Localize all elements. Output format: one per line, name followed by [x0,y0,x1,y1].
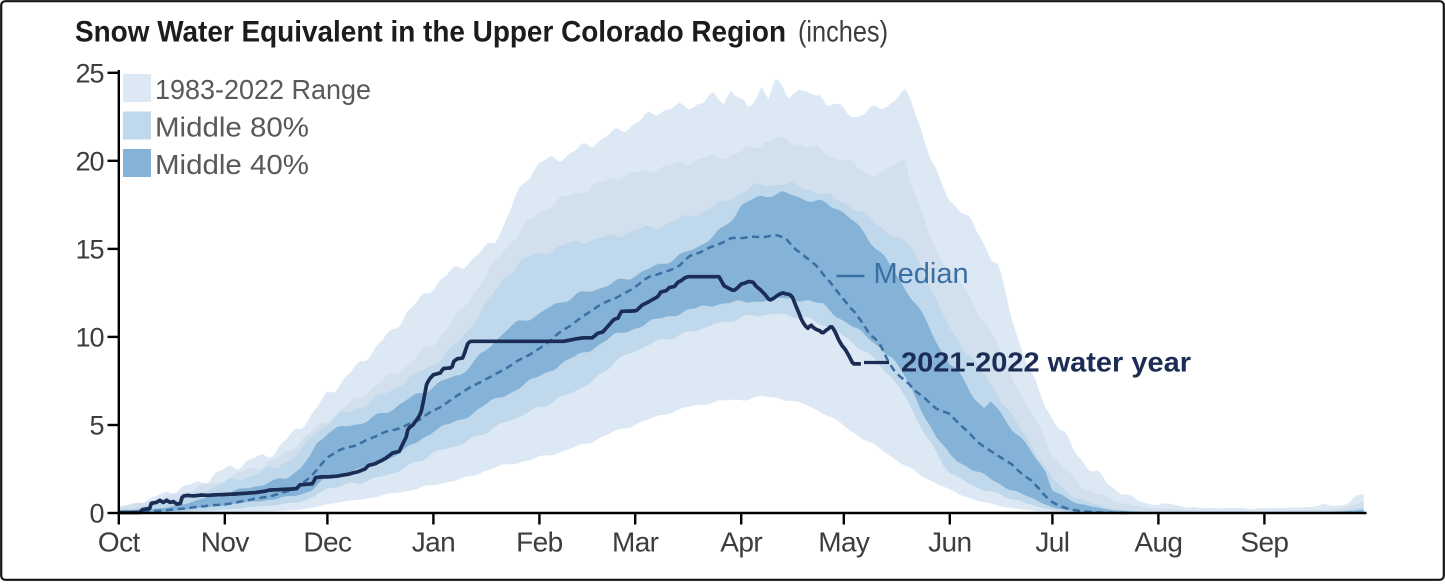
svg-text:Sep: Sep [1240,527,1288,558]
svg-text:10: 10 [75,322,103,352]
svg-text:1983-2022 Range: 1983-2022 Range [155,74,371,105]
svg-text:5: 5 [89,411,103,441]
svg-text:Mar: Mar [612,527,659,558]
svg-text:2021-2022 water year: 2021-2022 water year [901,347,1191,378]
svg-text:Aug: Aug [1134,527,1182,558]
svg-text:Snow Water Equivalent in the U: Snow Water Equivalent in the Upper Color… [75,16,786,49]
svg-text:Jul: Jul [1035,527,1069,558]
svg-text:Middle 40%: Middle 40% [155,149,309,180]
svg-text:15: 15 [75,234,103,264]
svg-text:Apr: Apr [720,527,762,558]
svg-text:(inches): (inches) [798,16,888,49]
svg-text:May: May [818,527,870,558]
svg-text:Feb: Feb [516,527,562,558]
svg-text:Oct: Oct [98,527,141,558]
svg-text:Middle 80%: Middle 80% [155,112,309,143]
svg-text:25: 25 [75,58,103,88]
svg-text:Median: Median [874,258,969,290]
svg-text:0: 0 [89,499,103,529]
svg-text:20: 20 [75,146,103,176]
svg-text:Dec: Dec [303,527,352,558]
svg-text:Jun: Jun [928,527,971,558]
svg-text:Jan: Jan [412,527,455,558]
svg-text:Nov: Nov [201,527,250,558]
